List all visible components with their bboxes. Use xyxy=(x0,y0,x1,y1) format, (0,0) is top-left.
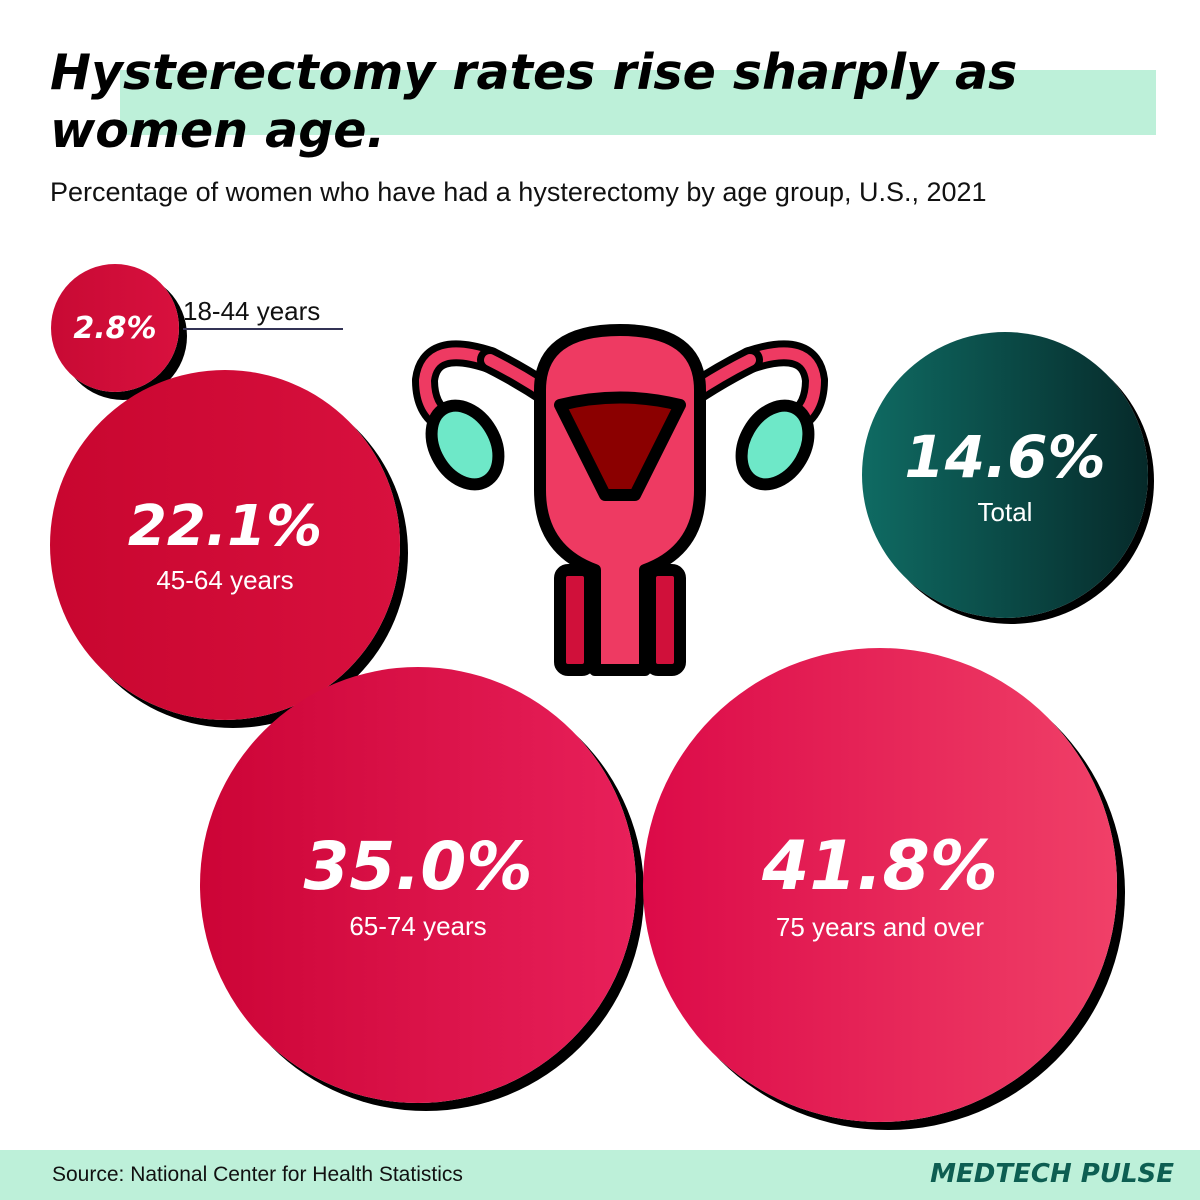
footer: Source: National Center for Health Stati… xyxy=(0,1150,1200,1200)
bubble-value: 14.6% xyxy=(904,422,1106,491)
bubble-label: Total xyxy=(977,496,1033,527)
bubble-value: 41.8% xyxy=(762,827,998,906)
bubble-18-44: 2.8% xyxy=(51,264,179,392)
bubble-45-64: 22.1% 45-64 years xyxy=(50,370,400,720)
bubble-value: 35.0% xyxy=(303,828,533,905)
label-18-44: 18-44 years xyxy=(183,296,343,330)
bubble-label: 45-64 years xyxy=(156,565,294,595)
bubble-label: 65-74 years xyxy=(349,911,487,941)
bubble-value: 2.8% xyxy=(73,310,157,346)
page-title: Hysterectomy rates rise sharply as women… xyxy=(50,44,1018,159)
bubble-75-plus: 41.8% 75 years and over xyxy=(643,648,1117,1122)
bubble-65-74: 35.0% 65-74 years xyxy=(200,667,636,1103)
bubble-total: 14.6% Total xyxy=(862,332,1148,618)
bubble-value: 22.1% xyxy=(127,494,323,559)
subtitle: Percentage of women who have had a hyste… xyxy=(50,177,987,207)
uterus-icon xyxy=(412,324,828,676)
title-highlight xyxy=(120,70,1156,135)
source-text: Source: National Center for Health Stati… xyxy=(52,1163,463,1186)
brand-logo: MEDTECH PULSE xyxy=(930,1159,1174,1189)
bubble-label: 75 years and over xyxy=(775,912,985,942)
